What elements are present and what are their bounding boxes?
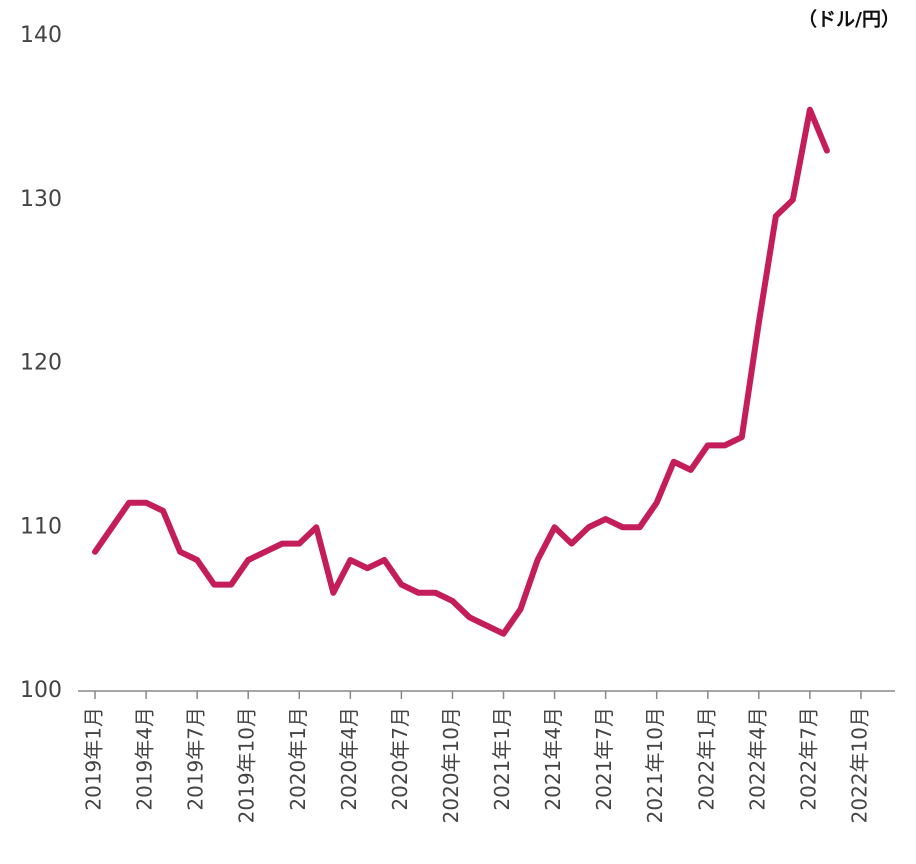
y-tick-label: 130 xyxy=(20,187,62,212)
x-tick-label: 2020年4月 xyxy=(337,707,361,811)
y-tick-label: 120 xyxy=(20,351,62,376)
x-tick-label: 2021年1月 xyxy=(490,707,514,811)
line xyxy=(92,106,830,637)
unit-label: （ドル/円） xyxy=(798,8,900,31)
x-tick-label: 2020年7月 xyxy=(388,707,412,811)
x-tick-label: 2021年7月 xyxy=(592,707,616,811)
x-tick-label: 2020年10月 xyxy=(439,707,463,823)
x-tick-label: 2021年4月 xyxy=(541,707,565,811)
y-tick-label: 140 xyxy=(20,23,62,48)
x-tick-label: 2019年1月 xyxy=(82,707,106,811)
x-tick-label: 2019年10月 xyxy=(235,707,259,823)
x-tick-label: 2019年4月 xyxy=(133,707,157,811)
x-tick-label: 2020年1月 xyxy=(286,707,310,811)
x-tick-label: 2022年10月 xyxy=(847,707,871,823)
x-tick-label: 2022年1月 xyxy=(694,707,718,811)
x-tick-label: 2022年7月 xyxy=(796,707,820,811)
x-tick-label: 2022年4月 xyxy=(745,707,769,811)
y-tick-label: 110 xyxy=(20,514,62,539)
x-tick-label: 2021年10月 xyxy=(643,707,667,823)
y-tick-label: 100 xyxy=(20,678,62,703)
x-tick-label: 2019年7月 xyxy=(184,707,208,811)
